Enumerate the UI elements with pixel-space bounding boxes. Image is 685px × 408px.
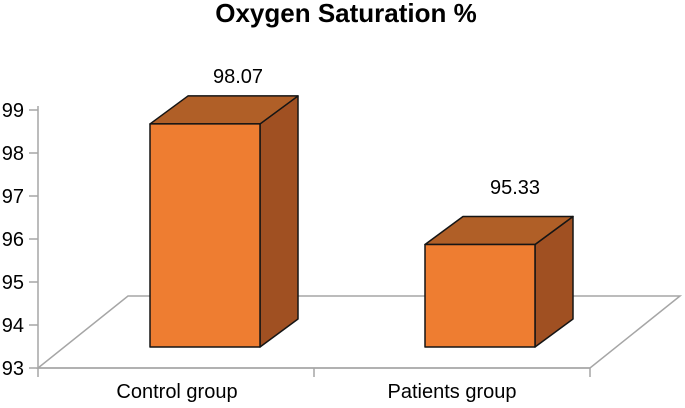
data-label-control-group: 98.07 <box>213 66 263 88</box>
y-tick-label-95: 95 <box>2 272 24 294</box>
floor-plane <box>35 295 683 369</box>
axes <box>29 106 591 377</box>
category-label-patients-group: Patients group <box>388 381 517 403</box>
y-tick-label-93: 93 <box>2 358 24 380</box>
bar-control-group-side-face <box>259 95 299 348</box>
bar-control-group-front-face <box>149 123 261 348</box>
bars <box>149 95 574 348</box>
y-tick-label-94: 94 <box>2 315 24 337</box>
y-tick-label-98: 98 <box>2 143 24 165</box>
data-label-patients-group: 95.33 <box>490 177 540 199</box>
category-label-control-group: Control group <box>116 381 237 403</box>
y-tick-label-97: 97 <box>2 186 24 208</box>
category-labels: Control group Patients group <box>116 381 516 403</box>
bar-patients-group <box>424 215 574 348</box>
y-tick-labels: 93 94 95 96 97 98 99 <box>2 100 24 380</box>
bar-control-group <box>149 95 299 348</box>
chart-title: Oxygen Saturation % <box>215 0 477 28</box>
data-labels: 98.07 95.33 <box>213 66 540 199</box>
bar-patients-group-front-face <box>424 243 536 348</box>
y-tick-label-96: 96 <box>2 229 24 251</box>
floor-outline <box>35 295 683 369</box>
y-tick-label-99: 99 <box>2 100 24 122</box>
